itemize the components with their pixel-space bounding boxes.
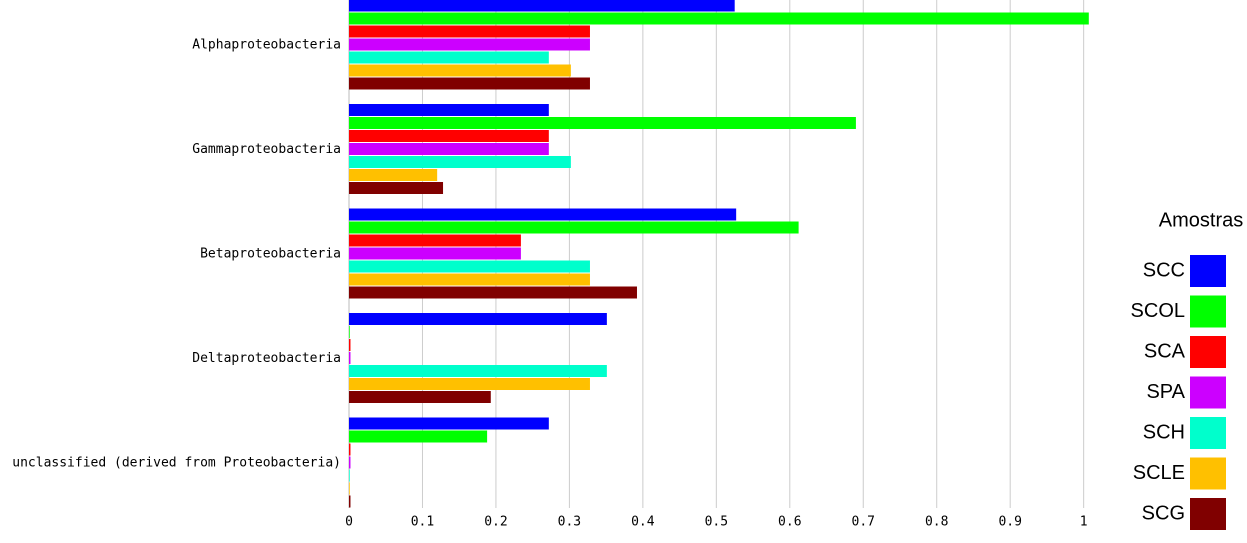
x-tick-label: 0.1: [411, 515, 434, 530]
bar: [349, 234, 521, 247]
legend-swatch: [1190, 498, 1226, 530]
bar: [349, 221, 799, 234]
bar: [349, 430, 488, 443]
legend-label: SCA: [1144, 340, 1186, 362]
legend-label: SPA: [1146, 381, 1185, 403]
legend-label: SCH: [1143, 421, 1185, 443]
bar: [349, 38, 590, 51]
legend-label: SCOL: [1131, 300, 1185, 322]
bar: [349, 469, 350, 482]
x-tick-label: 0: [345, 515, 353, 530]
x-tick-label: 0.5: [705, 515, 728, 530]
bar: [349, 326, 350, 338]
bar: [349, 247, 521, 260]
bar: [349, 286, 637, 299]
legend-swatch: [1190, 336, 1226, 368]
bar: [349, 339, 351, 351]
bar: [349, 456, 351, 469]
bar: [349, 391, 491, 403]
bar: [349, 77, 590, 90]
bar: [349, 260, 590, 273]
bar: [349, 12, 1089, 25]
legend-label: SCC: [1143, 259, 1185, 281]
x-tick-label: 0.9: [998, 515, 1021, 530]
bar: [349, 156, 571, 168]
legend-swatch: [1190, 376, 1226, 409]
x-tick-label: 1: [1080, 515, 1088, 530]
x-tick-label: 0.7: [852, 515, 875, 530]
bar: [349, 482, 350, 495]
bar: [349, 417, 549, 430]
legend-swatch: [1190, 295, 1226, 328]
bar: [349, 169, 438, 181]
bar: [349, 117, 856, 129]
y-tick-label: Gammaproteobacteria: [192, 142, 341, 157]
legend-title: Amostras: [1159, 209, 1243, 231]
legend-label: SCG: [1142, 502, 1185, 524]
bar: [349, 208, 737, 221]
bar: [349, 313, 607, 325]
y-tick-label: Deltaproteobacteria: [192, 351, 341, 366]
bar: [349, 130, 549, 142]
legend-swatch: [1190, 417, 1226, 449]
bar: [349, 365, 607, 377]
bar: [349, 495, 351, 508]
x-tick-label: 0.2: [484, 515, 507, 530]
y-tick-label: unclassified (derived from Proteobacteri…: [12, 456, 341, 471]
bar: [349, 0, 735, 12]
x-tick-label: 0.8: [925, 515, 948, 530]
bar: [349, 352, 351, 364]
bar: [349, 143, 549, 155]
legend-swatch: [1190, 255, 1226, 287]
legend-swatch: [1190, 457, 1226, 490]
x-tick-label: 0.4: [631, 515, 655, 530]
bar: [349, 182, 444, 194]
y-tick-label: Alphaproteobacteria: [192, 38, 341, 53]
bar: [349, 378, 590, 390]
bar: [349, 273, 590, 286]
x-tick-label: 0.6: [778, 515, 801, 530]
legend-label: SCLE: [1133, 462, 1185, 484]
bar: [349, 25, 590, 38]
bar: [349, 64, 571, 77]
y-tick-label: Betaproteobacteria: [200, 247, 341, 262]
bar: [349, 51, 549, 64]
x-tick-label: 0.3: [558, 515, 581, 530]
bar: [349, 443, 351, 456]
bar: [349, 104, 549, 116]
